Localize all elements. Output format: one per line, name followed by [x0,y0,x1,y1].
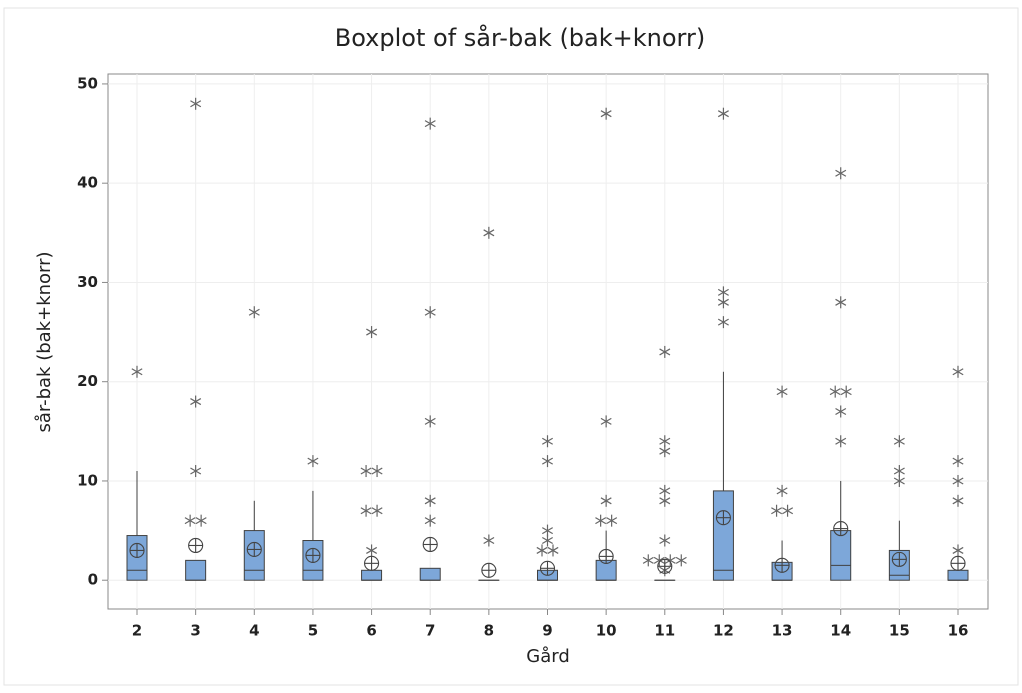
mean [541,561,555,575]
x-tick-label: 3 [190,622,200,640]
x-tick-label: 4 [249,622,259,640]
box [362,570,382,580]
mean [247,542,261,556]
x-tick-label: 8 [484,622,494,640]
y-tick-label: 20 [77,372,98,390]
box [186,560,206,580]
mean [130,543,144,557]
box [948,570,968,580]
x-tick-label: 16 [948,622,969,640]
box [420,568,440,580]
mean [658,559,672,573]
x-tick-label: 6 [366,622,376,640]
x-tick-label: 7 [425,622,435,640]
mean [892,552,906,566]
x-tick-label: 15 [889,622,910,640]
mean [482,563,496,577]
x-axis-label: Gård [526,646,570,667]
mean [834,522,848,536]
mean [775,558,789,572]
box [713,491,733,580]
x-tick-label: 13 [772,622,793,640]
x-tick-label: 12 [713,622,734,640]
box [831,531,851,581]
y-tick-label: 0 [88,571,98,589]
x-tick-label: 10 [596,622,617,640]
mean [716,511,730,525]
y-axis-label: sår-bak (bak+knorr) [34,251,55,432]
x-tick-label: 9 [542,622,552,640]
y-tick-label: 30 [77,273,98,291]
mean [365,556,379,570]
mean [306,548,320,562]
x-tick-label: 11 [654,622,675,640]
y-tick-label: 40 [77,174,98,192]
y-tick-label: 10 [77,471,98,489]
x-tick-label: 2 [132,622,142,640]
chart-title: Boxplot of sår-bak (bak+knorr) [335,23,705,52]
x-tick-label: 14 [830,622,851,640]
y-tick-label: 50 [77,74,98,92]
frame [4,8,1018,685]
mean [423,537,437,551]
mean [951,556,965,570]
x-tick-label: 5 [308,622,318,640]
mean [599,549,613,563]
mean [189,538,203,552]
